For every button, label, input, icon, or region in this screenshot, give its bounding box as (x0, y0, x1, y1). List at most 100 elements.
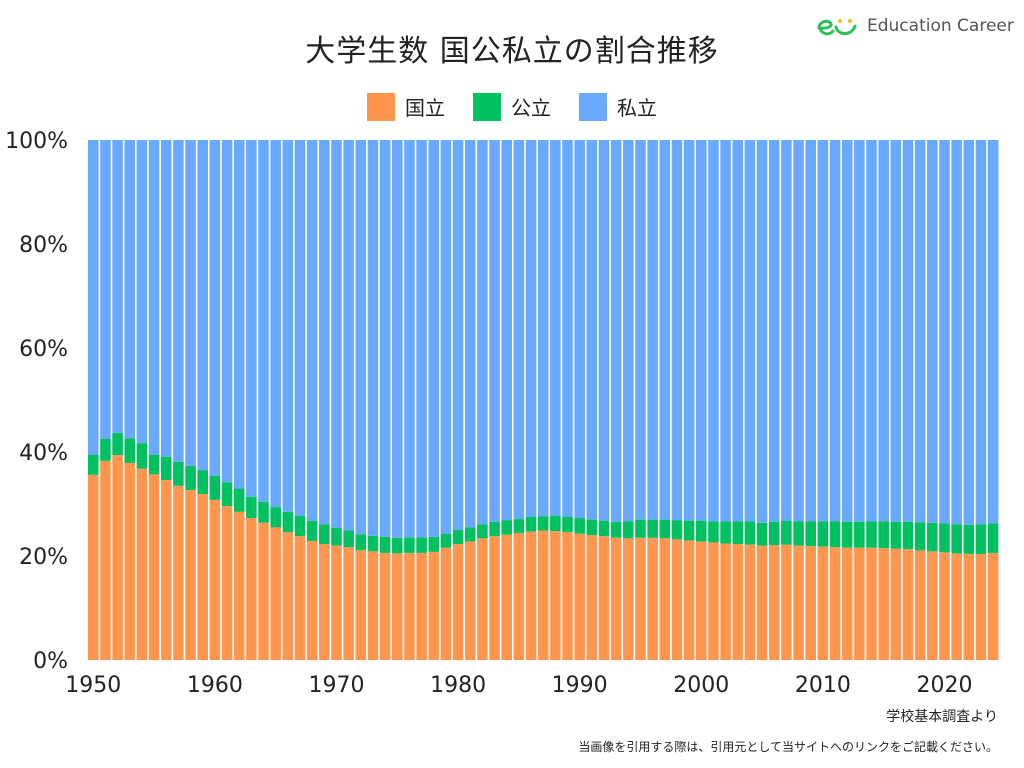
bar-segment-私立-2013 (854, 140, 865, 522)
bar-segment-公立-1976 (404, 537, 415, 553)
x-tick-label: 1990 (552, 673, 608, 698)
x-tick-label: 2010 (795, 673, 851, 698)
bar-segment-私立-1952 (112, 140, 123, 433)
bar-segment-公立-1987 (537, 516, 549, 531)
bar-segment-国立-1987 (537, 530, 549, 660)
bar-segment-国立-1971 (343, 547, 354, 660)
bar-segment-国立-1970 (331, 545, 342, 660)
bar-segment-公立-2014 (866, 521, 877, 548)
bar-segment-国立-2001 (708, 542, 719, 660)
bar-segment-公立-1985 (513, 519, 525, 534)
bar-segment-私立-1986 (525, 140, 537, 517)
bar-segment-国立-1973 (367, 551, 379, 660)
bar-segment-国立-1993 (610, 537, 622, 660)
bar-segment-国立-1952 (112, 455, 123, 660)
bar-segment-国立-1984 (501, 534, 512, 660)
x-tick-label: 2000 (673, 673, 729, 698)
bar-segment-公立-1981 (464, 527, 476, 542)
bar-segment-公立-1957 (173, 461, 184, 486)
bar-segment-私立-2020 (939, 140, 950, 524)
bar-segment-私立-1970 (331, 140, 342, 528)
bar-segment-国立-2023 (975, 553, 987, 660)
bar-segment-公立-1990 (574, 518, 585, 534)
legend-label-private: 私立 (617, 96, 657, 120)
bar-segment-国立-2010 (817, 546, 829, 660)
bar-segment-公立-1999 (683, 520, 695, 541)
bar-segment-国立-1964 (258, 522, 269, 660)
bar-segment-私立-1991 (586, 140, 598, 520)
brand-logo[interactable]: Education Career (815, 12, 1014, 40)
bar-segment-公立-2002 (720, 521, 731, 544)
bar-segment-公立-1997 (659, 519, 671, 539)
source-note: 学校基本調査より (886, 709, 998, 725)
bar-segment-私立-1953 (124, 140, 136, 439)
bar-segment-国立-1959 (197, 494, 208, 660)
bar-segment-私立-1975 (392, 140, 403, 538)
y-tick-label: 60% (19, 337, 68, 362)
bar-segment-私立-1978 (428, 140, 440, 537)
bar-segment-公立-1970 (331, 527, 342, 546)
bar-segment-私立-1972 (355, 140, 367, 535)
bar-segment-国立-2009 (805, 546, 816, 660)
bar-segment-国立-1965 (270, 527, 281, 660)
bar-segment-国立-1961 (221, 506, 233, 660)
bar-segment-私立-1989 (562, 140, 573, 517)
bar-segment-公立-1963 (246, 496, 257, 519)
bar-segment-公立-1968 (306, 520, 318, 541)
legend-label-public: 公立 (511, 96, 551, 120)
bar-segment-国立-1950 (88, 474, 99, 660)
bar-segment-私立-1968 (306, 140, 318, 521)
bar-segment-公立-1954 (136, 443, 148, 469)
bar-segment-公立-1950 (88, 454, 99, 475)
bar-segment-公立-2011 (829, 521, 841, 548)
legend-item-public: 公立 (473, 92, 551, 121)
bar-segment-私立-2002 (720, 140, 731, 522)
bar-segment-国立-1979 (440, 547, 452, 660)
bar-segment-公立-1952 (112, 432, 123, 456)
legend-swatch-national (367, 92, 395, 121)
bar-segment-公立-1965 (270, 507, 281, 528)
x-tick-label: 2020 (916, 673, 972, 698)
bar-segment-私立-2024 (987, 140, 999, 524)
bar-segment-国立-2008 (793, 545, 804, 660)
bar-segment-国立-1996 (647, 537, 658, 660)
bar-segment-公立-1973 (367, 535, 379, 552)
bar-segment-国立-1960 (209, 499, 221, 660)
y-axis: 0% 20% 40% 60% 80% 100% (5, 129, 68, 674)
bar-segment-私立-2018 (914, 140, 926, 523)
legend-swatch-public (473, 92, 501, 121)
x-tick-label: 1970 (308, 673, 364, 698)
bar-segment-国立-1985 (513, 533, 525, 660)
bars-group (88, 140, 999, 660)
bar-segment-公立-1982 (477, 524, 488, 539)
chart-title: 大学生数 国公私立の割合推移 (305, 34, 719, 69)
bar-segment-国立-2006 (768, 545, 780, 660)
bar-segment-私立-2008 (793, 140, 804, 522)
brand-name: Education Career (867, 16, 1014, 36)
bar-segment-公立-2019 (927, 522, 938, 552)
bar-segment-公立-1961 (221, 482, 233, 507)
bar-segment-国立-2016 (890, 548, 902, 660)
bar-segment-国立-1951 (100, 460, 111, 660)
bar-segment-私立-2005 (756, 140, 768, 523)
bar-segment-私立-1962 (233, 140, 245, 489)
bar-segment-公立-2017 (902, 521, 914, 550)
bar-segment-国立-1982 (477, 538, 488, 660)
bar-segment-私立-1985 (513, 140, 525, 520)
bar-segment-公立-1994 (623, 521, 634, 539)
bar-segment-国立-1976 (404, 552, 415, 660)
bar-segment-私立-2011 (829, 140, 841, 522)
bar-segment-私立-1981 (464, 140, 476, 528)
bar-segment-私立-1964 (258, 140, 269, 502)
bar-segment-国立-1963 (246, 518, 257, 660)
bar-segment-国立-2018 (914, 550, 926, 660)
bar-segment-国立-1981 (464, 541, 476, 660)
bar-segment-私立-1982 (477, 140, 488, 525)
x-tick-label: 1950 (65, 673, 121, 698)
bar-segment-国立-1995 (635, 537, 646, 660)
bar-segment-公立-1953 (124, 438, 136, 463)
bar-segment-公立-1977 (416, 537, 427, 553)
bar-segment-私立-1950 (88, 140, 99, 455)
bar-segment-国立-1958 (185, 489, 196, 660)
bar-segment-国立-1980 (452, 544, 464, 660)
